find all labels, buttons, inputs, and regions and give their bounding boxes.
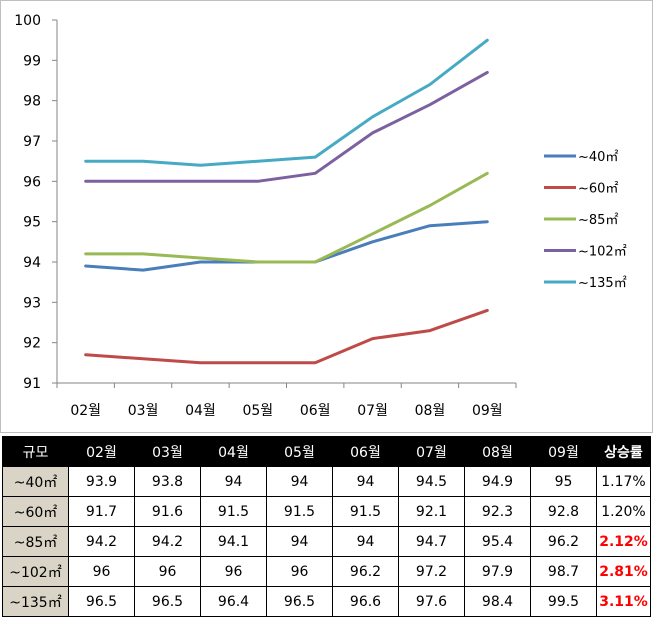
table-header-cell: 06월 xyxy=(332,436,399,467)
x-tick-label: 09월 xyxy=(472,403,503,419)
series-line-4 xyxy=(84,70,489,183)
x-tick-label: 07월 xyxy=(357,403,388,419)
x-tick-label: 03월 xyxy=(128,403,159,419)
rise-rate-cell: 1.20% xyxy=(596,496,651,527)
series-line-3 xyxy=(84,171,489,264)
value-cell: 96.2 xyxy=(332,556,399,587)
value-cell: 91.6 xyxy=(134,496,201,527)
value-cell: 92.3 xyxy=(464,496,531,527)
legend-label: ~135㎡ xyxy=(578,276,627,291)
legend-label: ~85㎡ xyxy=(578,213,618,228)
value-cell: 96.2 xyxy=(530,526,597,557)
legend-label: ~40㎡ xyxy=(578,150,618,165)
rise-rate-cell: 2.81% xyxy=(596,556,651,587)
value-cell: 96 xyxy=(134,556,201,587)
series-line-5 xyxy=(84,38,489,167)
value-cell: 96.5 xyxy=(68,586,135,617)
y-tick-label: 100 xyxy=(14,13,41,29)
value-cell: 94.7 xyxy=(398,526,465,557)
value-cell: 96.4 xyxy=(200,586,267,617)
x-tick-label: 02월 xyxy=(70,403,101,419)
y-tick-label: 95 xyxy=(23,215,41,231)
value-cell: 98.7 xyxy=(530,556,597,587)
table-header-row: 규모 02월 03월 04월 05월 06월 07월 08월 09월 상승률 xyxy=(2,436,651,467)
value-cell: 97.2 xyxy=(398,556,465,587)
size-cell: ~135㎡ xyxy=(2,586,69,617)
table-row: ~60㎡ 91.7 91.6 91.5 91.5 91.5 92.1 92.3 92.8 1.20… xyxy=(2,496,651,527)
legend-label: ~102㎡ xyxy=(578,245,627,260)
table-row: ~135㎡ 96.5 96.5 96.4 96.5 96.6 97.6 98.4 99.5 3.1… xyxy=(2,586,651,617)
table-header-cell: 09월 xyxy=(530,436,597,467)
value-cell: 94 xyxy=(266,466,333,497)
value-cell: 95.4 xyxy=(464,526,531,557)
table-header-cell: 05월 xyxy=(266,436,333,467)
y-tick-label: 98 xyxy=(23,94,41,110)
y-tick-label: 94 xyxy=(23,255,41,271)
value-cell: 91.5 xyxy=(200,496,267,527)
table-row: ~102㎡ 96 96 96 96 96.2 97.2 97.9 98.7 2.81% xyxy=(2,556,651,587)
table-header-cell: 02월 xyxy=(68,436,135,467)
value-cell: 91.5 xyxy=(332,496,399,527)
value-cell: 96 xyxy=(68,556,135,587)
size-cell: ~85㎡ xyxy=(2,526,69,557)
value-cell: 94.5 xyxy=(398,466,465,497)
rise-rate-cell: 3.11% xyxy=(596,586,651,617)
x-tick-label: 04월 xyxy=(185,403,216,419)
table-header-cell: 상승률 xyxy=(596,436,651,467)
x-tick-label: 06월 xyxy=(300,403,331,419)
value-cell: 96 xyxy=(266,556,333,587)
value-cell: 92.1 xyxy=(398,496,465,527)
y-tick-label: 96 xyxy=(23,174,41,190)
value-cell: 92.8 xyxy=(530,496,597,527)
value-cell: 99.5 xyxy=(530,586,597,617)
y-tick-label: 92 xyxy=(23,336,41,352)
value-cell: 93.8 xyxy=(134,466,201,497)
legend-label: ~60㎡ xyxy=(578,182,618,197)
rise-rate-cell: 1.17% xyxy=(596,466,651,497)
value-cell: 96.5 xyxy=(266,586,333,617)
table-header-cell: 07월 xyxy=(398,436,465,467)
data-table: 규모 02월 03월 04월 05월 06월 07월 08월 09월 상승률 ~40㎡ 93.9 93… xyxy=(2,436,651,617)
value-cell: 96.6 xyxy=(332,586,399,617)
value-cell: 95 xyxy=(530,466,597,497)
value-cell: 97.9 xyxy=(464,556,531,587)
x-tick-label: 05월 xyxy=(242,403,273,419)
value-cell: 96.5 xyxy=(134,586,201,617)
value-cell: 91.5 xyxy=(266,496,333,527)
table-header-cell: 규모 xyxy=(2,436,69,467)
y-tick-label: 93 xyxy=(23,295,41,311)
value-cell: 98.4 xyxy=(464,586,531,617)
value-cell: 94.2 xyxy=(68,526,135,557)
table-row: ~85㎡ 94.2 94.2 94.1 94 94 94.7 95.4 96.2 2.12% xyxy=(2,526,651,557)
value-cell: 94.2 xyxy=(134,526,201,557)
value-cell: 91.7 xyxy=(68,496,135,527)
y-tick-label: 99 xyxy=(23,53,41,69)
size-cell: ~40㎡ xyxy=(2,466,69,497)
value-cell: 94 xyxy=(332,526,399,557)
x-tick-label: 08월 xyxy=(415,403,446,419)
table-header-cell: 03월 xyxy=(134,436,201,467)
table-header-cell: 04월 xyxy=(200,436,267,467)
rise-rate-cell: 2.12% xyxy=(596,526,651,557)
size-cell: ~102㎡ xyxy=(2,556,69,587)
y-tick-label: 97 xyxy=(23,134,41,150)
value-cell: 94 xyxy=(332,466,399,497)
value-cell: 94.1 xyxy=(200,526,267,557)
series-line-2 xyxy=(84,308,489,365)
table-header-cell: 08월 xyxy=(464,436,531,467)
value-cell: 94 xyxy=(266,526,333,557)
chart-frame: 91 92 93 94 95 96 97 98 99 100 02월 03월 04월 05월 06월 07월 0… xyxy=(0,0,653,433)
size-cell: ~60㎡ xyxy=(2,496,69,527)
value-cell: 94 xyxy=(200,466,267,497)
y-tick-label: 91 xyxy=(23,376,41,392)
line-chart: 91 92 93 94 95 96 97 98 99 100 02월 03월 04월 05월 06월 07월 0… xyxy=(14,13,627,419)
table-row: ~40㎡ 93.9 93.8 94 94 94 94.5 94.9 95 1.17% xyxy=(2,466,651,497)
value-cell: 97.6 xyxy=(398,586,465,617)
value-cell: 96 xyxy=(200,556,267,587)
value-cell: 93.9 xyxy=(68,466,135,497)
value-cell: 94.9 xyxy=(464,466,531,497)
